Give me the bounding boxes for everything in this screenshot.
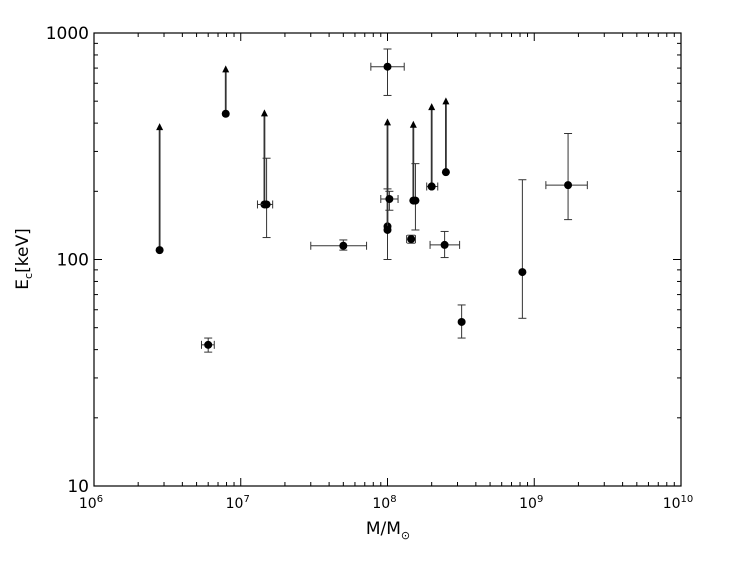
- data-point: [155, 246, 164, 255]
- y-axis-label-subscript: c: [22, 273, 35, 279]
- data-point: [440, 240, 449, 249]
- data-point: [564, 181, 573, 190]
- axis-labels: M/M⊙ Ec[keV]: [13, 228, 410, 542]
- data-point: [441, 168, 450, 177]
- lower-limit-arrowhead: [156, 123, 164, 131]
- data-point-group: [441, 97, 450, 177]
- data-point: [339, 241, 348, 250]
- y-tick-label: 10: [67, 477, 89, 497]
- data-point: [407, 235, 416, 244]
- data-point-group: [200, 337, 215, 353]
- y-axis-label-unit: [keV]: [13, 228, 33, 273]
- x-tick-label: 109: [519, 494, 543, 512]
- x-tick-label: 108: [372, 494, 396, 512]
- data-point: [221, 109, 230, 118]
- y-tick-label: 1000: [46, 24, 89, 44]
- y-axis-label: Ec[keV]: [13, 228, 35, 289]
- x-tick-label-exponent: 6: [97, 494, 103, 505]
- x-axis-label: M/M⊙: [366, 519, 410, 542]
- x-axis-label-main: M/M: [366, 519, 401, 539]
- lower-limit-arrowhead: [409, 120, 417, 128]
- x-tick-label-exponent: 8: [390, 494, 396, 505]
- data-point-group: [427, 103, 436, 191]
- data-point-group: [256, 157, 274, 239]
- data-point: [383, 225, 392, 234]
- data-point-group: [370, 48, 405, 96]
- data-point-group: [409, 120, 418, 205]
- lower-limit-arrowhead: [222, 65, 230, 73]
- y-axis-label-main: E: [13, 279, 33, 290]
- lower-limit-arrowhead: [442, 97, 450, 105]
- x-tick-label-base: 10: [226, 496, 244, 512]
- x-tick-label-base: 10: [519, 496, 537, 512]
- data-point: [383, 62, 392, 71]
- data-point-group: [426, 182, 439, 191]
- data-point: [457, 317, 466, 326]
- x-tick-label-exponent: 7: [243, 494, 249, 505]
- data-point-group: [221, 65, 230, 118]
- x-tick-label-base: 10: [372, 496, 390, 512]
- y-tick-label: 100: [57, 251, 89, 271]
- data-point: [262, 200, 271, 209]
- data-point-group: [545, 132, 588, 221]
- x-tick-label: 106: [79, 494, 103, 512]
- data-point-group: [155, 123, 164, 255]
- x-axis-label-subscript: ⊙: [401, 529, 410, 542]
- data-point: [427, 182, 436, 191]
- lower-limit-arrowhead: [428, 103, 436, 111]
- data-point: [204, 340, 213, 349]
- x-tick-label: 107: [226, 494, 250, 512]
- data-point: [411, 196, 420, 205]
- x-tick-label-exponent: 9: [537, 494, 543, 505]
- data-marks: [155, 48, 588, 353]
- x-tick-label-base: 10: [663, 496, 681, 512]
- data-point-group: [406, 234, 416, 244]
- lower-limit-arrowhead: [260, 109, 268, 117]
- lower-limit-arrowhead: [384, 118, 391, 126]
- data-point-group: [457, 304, 466, 339]
- data-point-group: [380, 190, 399, 211]
- data-point-group: [260, 109, 269, 209]
- data-point-group: [411, 163, 420, 231]
- data-point-group: [310, 239, 368, 251]
- x-tick-label-exponent: 10: [681, 494, 694, 505]
- data-point: [385, 194, 394, 203]
- data-point-group: [518, 179, 527, 319]
- x-tick-label-base: 10: [79, 496, 97, 512]
- data-point: [518, 268, 527, 277]
- x-tick-label: 1010: [663, 494, 694, 512]
- data-point-group: [429, 230, 461, 259]
